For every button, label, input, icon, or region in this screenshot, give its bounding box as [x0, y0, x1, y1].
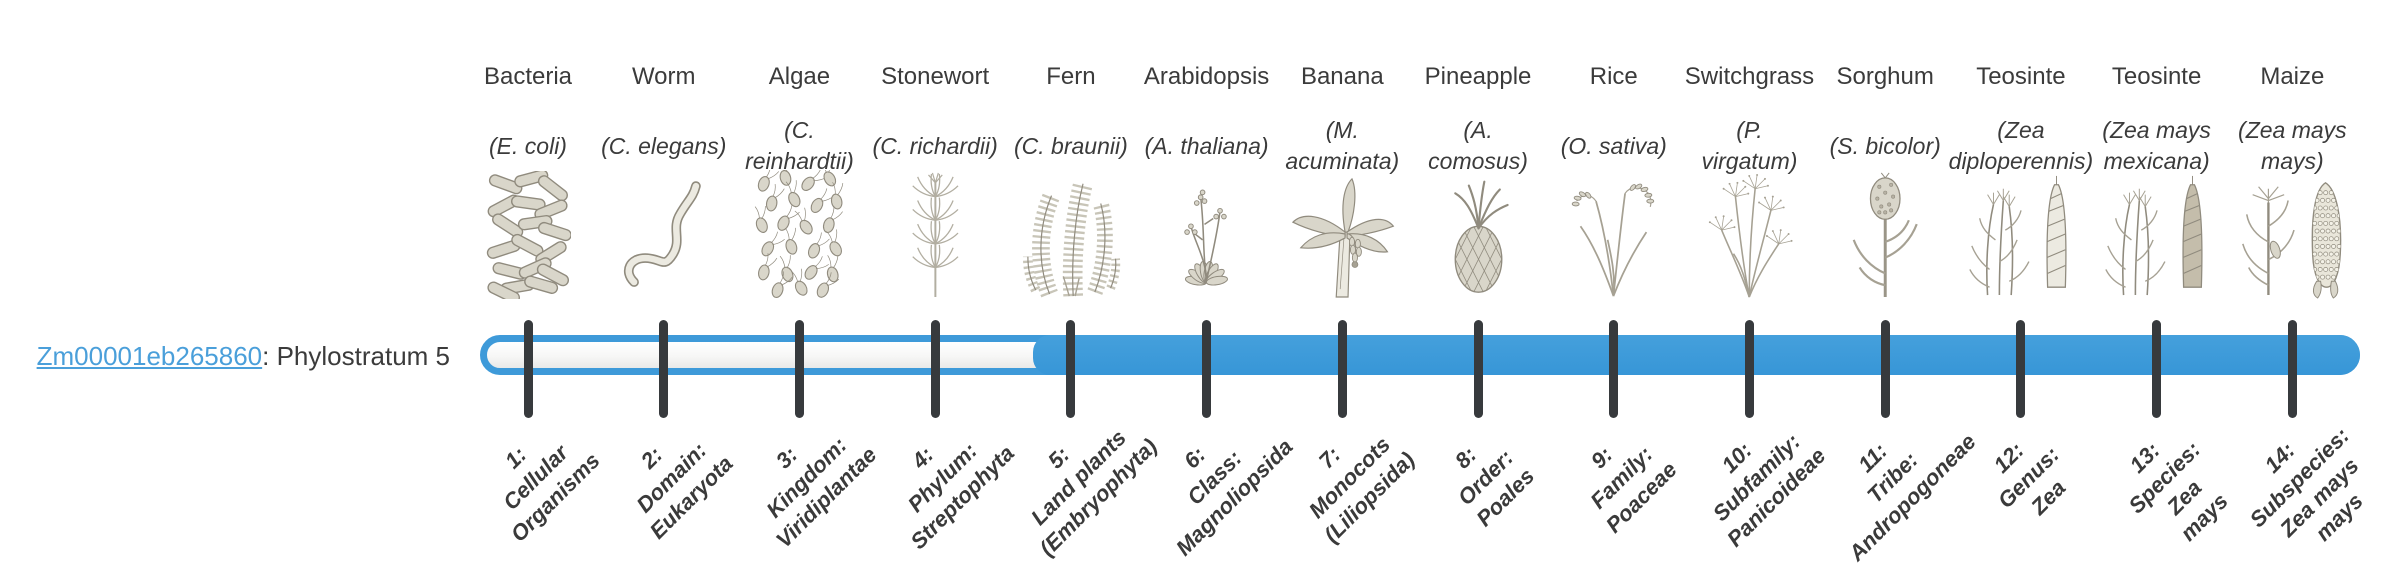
organism-common-name: Bacteria [483, 63, 573, 90]
organism-common-name: Worm [631, 63, 696, 90]
phylostratum-tick-6 [1202, 320, 1212, 418]
stonewort-icon [860, 166, 1010, 304]
arabidopsis-icon [1132, 166, 1282, 304]
phylostratum-tick-14 [2287, 320, 2297, 418]
organism-species-name: (A. comosus) [1428, 117, 1528, 174]
organism-common-name: Teosinte [1976, 63, 2066, 90]
phylostratum-tick-5 [1066, 320, 1076, 418]
gene-label: Zm00001eb265860: Phylostratum 5 [0, 337, 450, 375]
organism-common-name: Fern [1046, 63, 1096, 90]
organism-common-name: Algae [768, 63, 831, 90]
organism-species-name: (E. coli) [489, 132, 567, 159]
stratum-label-4: 4: Phylum: Streptophyta [903, 437, 1020, 555]
algae-icon [724, 166, 874, 304]
phylostratum-tick-12 [2016, 320, 2026, 418]
phylostratum-tick-1 [523, 320, 533, 418]
teosinte-icon [1946, 166, 2096, 304]
organism-common-name: Stonewort [881, 63, 990, 90]
phylostratum-tick-7 [1337, 320, 1347, 418]
stratum-label-8: 8: Order: Poales [1449, 441, 1540, 532]
phylostratum-tick-8 [1473, 320, 1483, 418]
organism-species-name: (C. elegans) [601, 132, 727, 159]
maize-icon [2217, 166, 2367, 304]
stratum-label-5: 5: Land plants (Embryophyta) [1025, 424, 1162, 561]
phylostratum-tick-11 [1880, 320, 1890, 418]
stratum-label-9: 9: Family: Poaceae [1585, 441, 1682, 538]
organism-species-name: (Zea diploperennis) [1948, 117, 2094, 174]
organism-species-name: (M. acuminata) [1285, 117, 1400, 174]
switchgrass-icon [1674, 166, 1824, 304]
organism-species-name: (Zea mays mexicana) [2102, 117, 2211, 174]
organism-common-name: Sorghum [1836, 63, 1934, 90]
phylostratum-tick-2 [659, 320, 669, 418]
gene-id-link[interactable]: Zm00001eb265860 [36, 340, 263, 371]
banana-icon [1267, 166, 1417, 304]
sorghum-icon [1810, 166, 1960, 304]
organism-species-name: (S. bicolor) [1829, 132, 1941, 159]
organism-species-name: (O. sativa) [1560, 132, 1667, 159]
stratum-label-6: 6: Class: Magnoliopsida [1170, 433, 1298, 561]
organism-species-name: (C. braunii) [1013, 132, 1128, 159]
teosinte-mexicana-icon [2082, 166, 2232, 304]
stratum-label-10: 10: Subfamily: Panicoideae [1708, 428, 1831, 552]
stratum-label-13: 13: Species: Zea mays [2123, 436, 2233, 546]
organism-species-name: (P. virgatum) [1701, 117, 1798, 174]
rice-icon [1539, 166, 1689, 304]
organism-species-name: (C. reinhardtii) [745, 117, 854, 174]
phylostratum-tick-9 [1609, 320, 1619, 418]
phylostratum-tick-13 [2152, 320, 2162, 418]
stratum-label-7: 7: Monocots (Liliopsida) [1304, 431, 1420, 548]
stratum-label-1: 1: Cellular Organisms [498, 440, 605, 547]
bacteria-icon [453, 166, 603, 304]
stratum-label-14: 14: Subspecies: Zea mays mays [2245, 422, 2369, 546]
organism-species-name: (A. thaliana) [1144, 132, 1269, 159]
organism-common-name: Teosinte [2111, 63, 2202, 90]
stratum-label-12: 12: Genus: Zea [1988, 437, 2071, 520]
organism-common-name: Pineapple [1424, 63, 1532, 90]
pineapple-icon [1403, 166, 1553, 304]
fern-icon [996, 166, 1146, 304]
stratum-label-2: 2: Domain: Eukaryota [631, 437, 738, 544]
organism-species-name: (C. richardii) [872, 132, 998, 159]
gene-phylostratum-text: : Phylostratum 5 [262, 340, 450, 371]
organism-common-name: Banana [1300, 63, 1384, 90]
organism-common-name: Maize [2260, 63, 2325, 90]
phylostratum-tick-4 [930, 320, 940, 418]
phylostratum-tick-10 [1744, 320, 1754, 418]
organism-common-name: Rice [1589, 63, 1638, 90]
stratum-label-3: 3: Kingdom: Viridiplantae [761, 432, 882, 553]
organism-species-name: (Zea mays mays) [2238, 117, 2347, 174]
stratum-label-11: 11: Tribe: Andropogoneae [1843, 428, 1981, 566]
organism-common-name: Switchgrass [1684, 63, 1815, 90]
phylostratum-tick-3 [794, 320, 804, 418]
phylostratum-fill [1033, 335, 2360, 375]
organism-common-name: Arabidopsis [1143, 63, 1270, 90]
worm-icon [589, 166, 739, 304]
